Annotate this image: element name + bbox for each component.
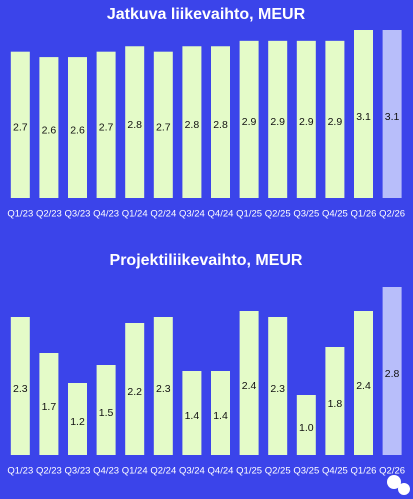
bar <box>125 46 145 199</box>
bar <box>211 371 230 455</box>
x-tick-label: Q2/24 <box>150 466 176 477</box>
value-label: 2.9 <box>299 116 314 128</box>
value-label: 2.9 <box>328 116 343 128</box>
bar <box>10 51 30 199</box>
value-label: 1.8 <box>328 398 343 410</box>
x-tick-label: Q1/24 <box>122 466 148 477</box>
x-tick-label: Q2/25 <box>265 466 291 477</box>
bar <box>382 287 402 455</box>
bar <box>296 40 316 198</box>
value-label: 1.4 <box>213 410 228 422</box>
x-tick-label: Q3/23 <box>65 209 91 220</box>
value-label: 3.1 <box>385 111 400 123</box>
value-label: 2.3 <box>156 383 171 395</box>
value-label: 2.8 <box>127 119 142 131</box>
x-tick-label: Q1/26 <box>351 466 377 477</box>
bar <box>268 317 288 455</box>
x-tick-label: Q4/25 <box>322 209 348 220</box>
value-label: 2.6 <box>70 124 85 136</box>
x-tick-label: Q4/24 <box>208 466 234 477</box>
x-tick-label: Q4/23 <box>93 209 119 220</box>
bar <box>239 311 259 455</box>
x-tick-label: Q2/25 <box>265 209 291 220</box>
value-label: 2.7 <box>156 122 171 134</box>
bar <box>325 347 345 455</box>
bar <box>39 57 59 199</box>
value-label: 2.8 <box>385 368 400 380</box>
x-tick-label: Q3/24 <box>179 209 205 220</box>
bar <box>239 40 259 198</box>
x-tick-label: Q1/23 <box>7 209 33 220</box>
x-tick-label: Q4/23 <box>93 466 119 477</box>
x-tick-label: Q3/25 <box>293 209 319 220</box>
value-label: 1.7 <box>42 401 57 413</box>
x-tick-label: Q1/25 <box>236 209 262 220</box>
x-tick-label: Q1/23 <box>7 466 33 477</box>
x-tick-label: Q3/23 <box>65 466 91 477</box>
bar <box>354 30 373 198</box>
bar <box>325 40 345 198</box>
chart-title: Projektiliikevaihto, MEUR <box>110 252 303 269</box>
bar <box>68 57 87 199</box>
value-label: 2.8 <box>213 119 228 131</box>
bar <box>354 311 373 455</box>
bar <box>96 51 116 199</box>
value-label: 2.4 <box>242 380 257 392</box>
value-label: 1.2 <box>70 416 85 428</box>
value-label: 1.0 <box>299 422 314 434</box>
value-label: 3.1 <box>356 111 371 123</box>
value-label: 2.3 <box>270 383 285 395</box>
value-label: 2.2 <box>127 386 142 398</box>
x-tick-label: Q2/24 <box>150 209 176 220</box>
value-label: 2.9 <box>242 116 257 128</box>
x-tick-label: Q3/24 <box>179 466 205 477</box>
x-tick-label: Q2/23 <box>36 466 62 477</box>
value-label: 2.9 <box>270 116 285 128</box>
bar <box>182 46 202 199</box>
bar <box>125 323 145 455</box>
value-label: 1.4 <box>185 410 200 422</box>
bar <box>39 353 59 455</box>
value-label: 2.4 <box>356 380 371 392</box>
bar <box>182 371 202 455</box>
bar <box>10 317 30 455</box>
value-label: 2.6 <box>42 124 57 136</box>
x-tick-label: Q1/25 <box>236 466 262 477</box>
x-tick-label: Q1/24 <box>122 209 148 220</box>
x-tick-label: Q2/26 <box>379 466 405 477</box>
x-tick-label: Q2/26 <box>379 209 405 220</box>
chart-title: Jatkuva liikevaihto, MEUR <box>107 6 306 23</box>
bar <box>268 40 288 198</box>
bar <box>296 395 316 455</box>
value-label: 2.3 <box>13 383 28 395</box>
value-label: 2.8 <box>185 119 200 131</box>
bar <box>153 317 173 455</box>
bar <box>68 383 87 455</box>
x-tick-label: Q4/24 <box>208 209 234 220</box>
bar <box>211 46 230 199</box>
logo <box>387 475 410 495</box>
value-label: 1.5 <box>99 407 114 419</box>
bar <box>96 365 116 455</box>
value-label: 2.7 <box>13 122 28 134</box>
x-tick-label: Q3/25 <box>293 466 319 477</box>
x-tick-label: Q4/25 <box>322 466 348 477</box>
bar <box>153 51 173 199</box>
x-tick-label: Q2/23 <box>36 209 62 220</box>
bar <box>382 30 402 198</box>
value-label: 2.7 <box>99 122 114 134</box>
x-tick-label: Q1/26 <box>351 209 377 220</box>
